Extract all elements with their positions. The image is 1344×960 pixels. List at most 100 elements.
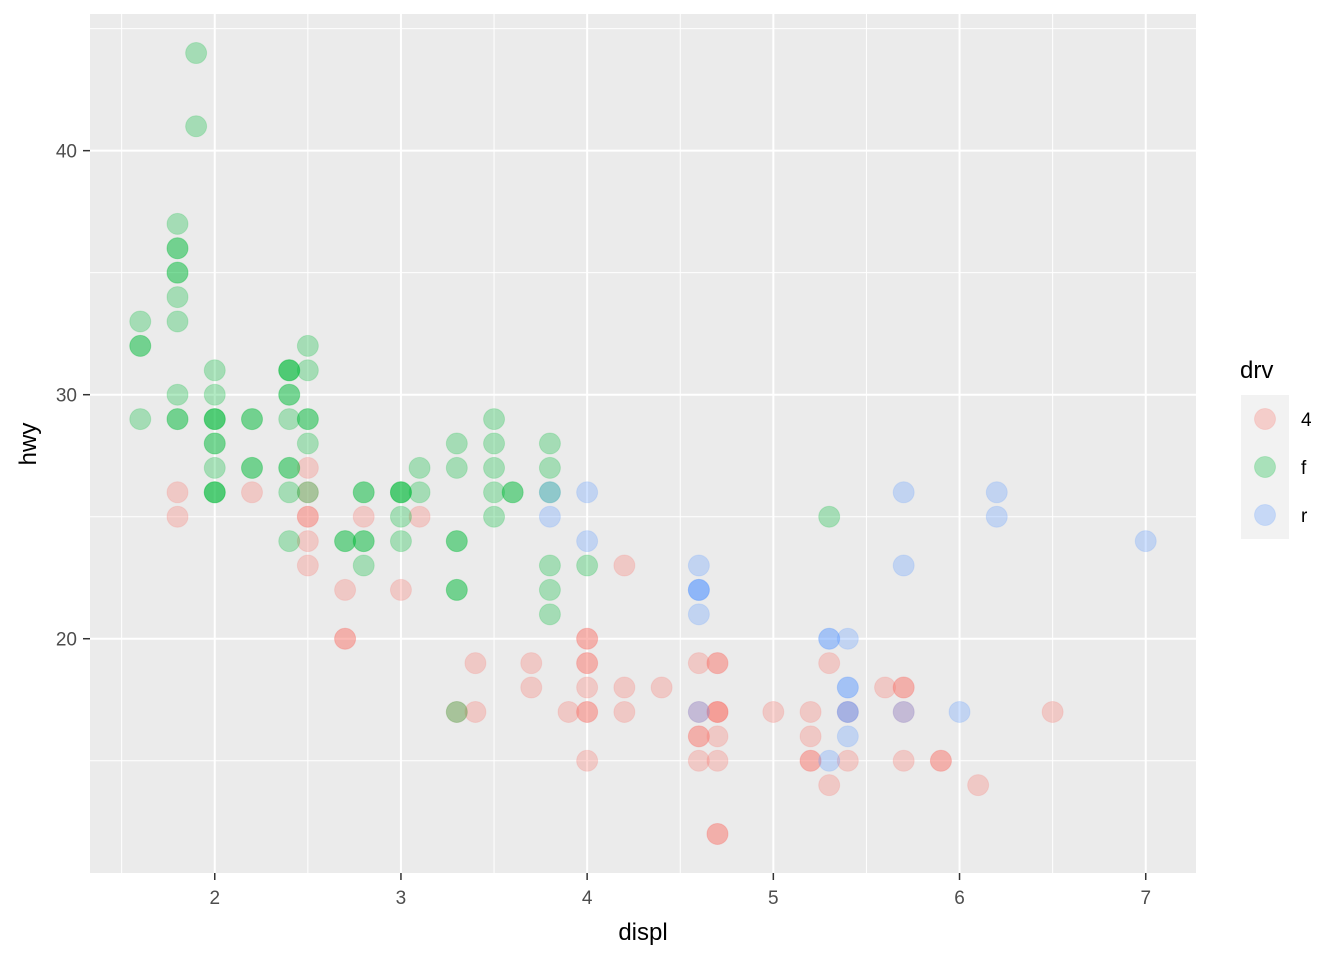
legend-key-symbol	[1254, 456, 1276, 478]
data-point	[818, 627, 841, 650]
data-point	[445, 432, 468, 455]
data-point	[166, 505, 189, 528]
data-point	[129, 334, 152, 357]
data-point	[296, 530, 319, 553]
legend: drv 4 f r	[1240, 357, 1312, 539]
data-point	[687, 725, 710, 748]
data-point	[948, 700, 971, 723]
data-point	[166, 383, 189, 406]
data-point	[278, 481, 301, 504]
data-point	[874, 676, 897, 699]
data-point	[483, 408, 506, 431]
series-4	[166, 456, 1064, 845]
data-point	[389, 505, 412, 528]
data-point	[445, 700, 468, 723]
data-point	[706, 725, 729, 748]
data-point	[706, 652, 729, 675]
data-point	[464, 652, 487, 675]
data-point	[650, 676, 673, 699]
data-point	[240, 456, 263, 479]
data-point	[166, 481, 189, 504]
data-point	[296, 505, 319, 528]
legend-key-symbol	[1254, 408, 1276, 430]
data-point	[576, 530, 599, 553]
data-point	[240, 408, 263, 431]
data-point	[799, 725, 822, 748]
data-point	[389, 481, 412, 504]
data-point	[445, 578, 468, 601]
data-point	[836, 700, 859, 723]
legend-key-symbol	[1254, 504, 1276, 526]
data-point	[203, 408, 226, 431]
x-tick-label: 5	[768, 888, 779, 909]
data-point	[929, 749, 952, 772]
data-point	[166, 237, 189, 260]
data-point	[687, 749, 710, 772]
data-point	[706, 652, 729, 675]
data-point	[929, 749, 952, 772]
data-point	[483, 481, 506, 504]
data-point	[389, 481, 412, 504]
data-point	[613, 676, 636, 699]
data-point	[576, 676, 599, 699]
legend-key-background	[1241, 395, 1289, 443]
data-point	[352, 530, 375, 553]
data-point	[445, 530, 468, 553]
data-point	[296, 554, 319, 577]
data-point	[706, 822, 729, 845]
data-point	[836, 725, 859, 748]
data-point	[389, 578, 412, 601]
data-point	[296, 481, 319, 504]
data-point	[818, 774, 841, 797]
data-point	[166, 408, 189, 431]
data-point	[836, 676, 859, 699]
data-point	[687, 578, 710, 601]
data-point	[129, 408, 152, 431]
data-point	[613, 700, 636, 723]
data-point	[166, 212, 189, 235]
data-point	[296, 481, 319, 504]
data-point	[166, 286, 189, 309]
data-point	[687, 578, 710, 601]
data-point	[296, 408, 319, 431]
data-point	[240, 456, 263, 479]
data-point	[352, 530, 375, 553]
data-point	[576, 700, 599, 723]
data-point	[240, 408, 263, 431]
y-tick-label: 30	[56, 386, 77, 407]
data-point	[538, 432, 561, 455]
data-point	[818, 652, 841, 675]
data-point	[278, 359, 301, 382]
y-tick-label: 40	[56, 142, 77, 163]
data-point	[334, 530, 357, 553]
data-point	[836, 700, 859, 723]
data-point	[203, 359, 226, 382]
data-point	[706, 749, 729, 772]
data-point	[296, 408, 319, 431]
y-axis: 20 30 40	[56, 142, 90, 651]
data-point	[278, 456, 301, 479]
data-point	[166, 261, 189, 284]
data-point	[687, 578, 710, 601]
x-axis-title: displ	[618, 919, 667, 946]
y-tick-label: 20	[56, 630, 77, 651]
data-point	[166, 237, 189, 260]
data-point	[352, 481, 375, 504]
data-point	[687, 700, 710, 723]
legend-label: 4	[1301, 410, 1312, 431]
data-point	[818, 627, 841, 650]
data-point	[278, 456, 301, 479]
data-point	[445, 456, 468, 479]
legend-entry: r	[1241, 491, 1308, 539]
data-point	[334, 627, 357, 650]
data-point	[613, 554, 636, 577]
data-point	[892, 554, 915, 577]
data-point	[278, 383, 301, 406]
data-point	[203, 408, 226, 431]
data-point	[483, 456, 506, 479]
data-point	[352, 481, 375, 504]
data-point	[892, 700, 915, 723]
data-point	[166, 408, 189, 431]
data-point	[706, 822, 729, 845]
data-point	[687, 652, 710, 675]
